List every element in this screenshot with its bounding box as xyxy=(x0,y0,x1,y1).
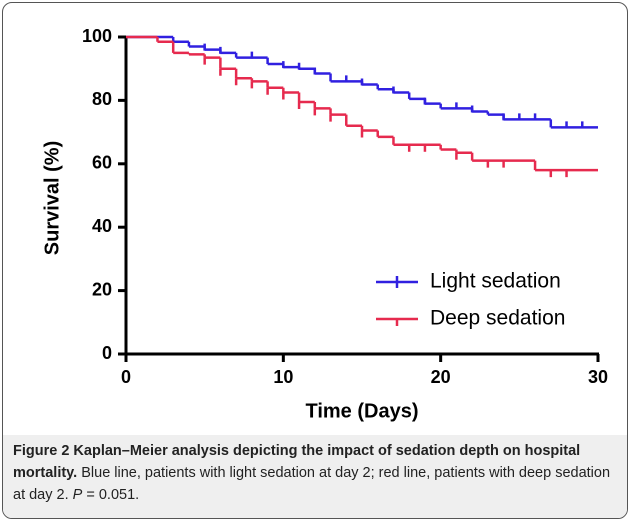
y-tick-label: 100 xyxy=(82,26,112,46)
legend-label: Deep sedation xyxy=(430,307,565,330)
y-tick-label: 0 xyxy=(102,343,112,363)
caption: Figure 2 Kaplan–Meier analysis depicting… xyxy=(3,435,627,518)
caption-p-value: = 0.051. xyxy=(86,487,140,503)
y-tick-label: 40 xyxy=(92,216,112,236)
x-axis-label: Time (Days) xyxy=(305,400,418,422)
x-tick-label: 20 xyxy=(431,367,451,387)
x-tick-label: 10 xyxy=(273,367,293,387)
y-axis-label: Survival (%) xyxy=(41,141,63,255)
caption-title: Figure 2 Kaplan–Meier analysis depicting… xyxy=(13,443,581,481)
y-tick-label: 80 xyxy=(92,89,112,109)
y-tick-label: 20 xyxy=(92,279,112,299)
caption-p-label: P xyxy=(72,487,83,503)
x-tick-label: 30 xyxy=(588,367,608,387)
legend-label: Light sedation xyxy=(430,270,561,293)
chart: Survival (%) Time (Days) 0 20 40 60 80 100 0 10… xyxy=(41,26,608,423)
x-tick-label: 0 xyxy=(121,367,131,387)
caption-text: Blue line, patients with light sedation … xyxy=(13,465,611,503)
y-tick-label: 60 xyxy=(92,153,112,173)
